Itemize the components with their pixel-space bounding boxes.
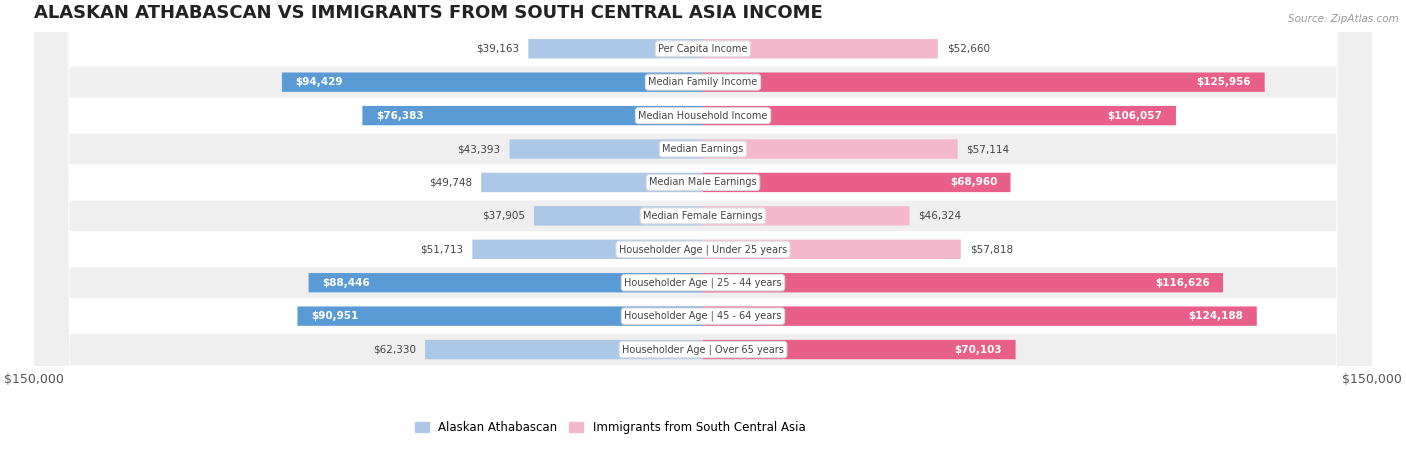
Text: $106,057: $106,057 [1108, 111, 1163, 120]
FancyBboxPatch shape [703, 106, 1175, 125]
FancyBboxPatch shape [298, 306, 703, 326]
FancyBboxPatch shape [703, 206, 910, 226]
FancyBboxPatch shape [34, 0, 1372, 467]
FancyBboxPatch shape [34, 0, 1372, 467]
FancyBboxPatch shape [425, 340, 703, 359]
Text: Householder Age | Over 65 years: Householder Age | Over 65 years [621, 344, 785, 355]
Text: $57,818: $57,818 [970, 244, 1012, 255]
Legend: Alaskan Athabascan, Immigrants from South Central Asia: Alaskan Athabascan, Immigrants from Sout… [415, 421, 806, 434]
Text: $70,103: $70,103 [955, 345, 1002, 354]
Text: Per Capita Income: Per Capita Income [658, 44, 748, 54]
Text: $46,324: $46,324 [918, 211, 962, 221]
FancyBboxPatch shape [34, 0, 1372, 467]
Text: Householder Age | 25 - 44 years: Householder Age | 25 - 44 years [624, 277, 782, 288]
FancyBboxPatch shape [703, 273, 1223, 292]
Text: $62,330: $62,330 [373, 345, 416, 354]
FancyBboxPatch shape [703, 340, 1015, 359]
Text: $51,713: $51,713 [420, 244, 464, 255]
FancyBboxPatch shape [34, 0, 1372, 467]
Text: Householder Age | Under 25 years: Householder Age | Under 25 years [619, 244, 787, 255]
Text: $125,956: $125,956 [1197, 77, 1251, 87]
Text: $43,393: $43,393 [457, 144, 501, 154]
Text: $94,429: $94,429 [295, 77, 343, 87]
FancyBboxPatch shape [509, 139, 703, 159]
FancyBboxPatch shape [703, 173, 1011, 192]
Text: $88,446: $88,446 [322, 278, 370, 288]
FancyBboxPatch shape [34, 0, 1372, 467]
Text: Median Female Earnings: Median Female Earnings [643, 211, 763, 221]
FancyBboxPatch shape [481, 173, 703, 192]
FancyBboxPatch shape [534, 206, 703, 226]
FancyBboxPatch shape [283, 72, 703, 92]
FancyBboxPatch shape [703, 72, 1264, 92]
Text: $68,960: $68,960 [950, 177, 997, 187]
Text: Median Earnings: Median Earnings [662, 144, 744, 154]
Text: Source: ZipAtlas.com: Source: ZipAtlas.com [1288, 14, 1399, 24]
Text: $124,188: $124,188 [1188, 311, 1243, 321]
Text: $76,383: $76,383 [375, 111, 423, 120]
FancyBboxPatch shape [703, 306, 1257, 326]
FancyBboxPatch shape [472, 240, 703, 259]
Text: Median Male Earnings: Median Male Earnings [650, 177, 756, 187]
FancyBboxPatch shape [34, 0, 1372, 467]
FancyBboxPatch shape [34, 0, 1372, 467]
Text: $37,905: $37,905 [482, 211, 524, 221]
Text: ALASKAN ATHABASCAN VS IMMIGRANTS FROM SOUTH CENTRAL ASIA INCOME: ALASKAN ATHABASCAN VS IMMIGRANTS FROM SO… [34, 4, 823, 22]
FancyBboxPatch shape [34, 0, 1372, 467]
FancyBboxPatch shape [529, 39, 703, 58]
Text: Householder Age | 45 - 64 years: Householder Age | 45 - 64 years [624, 311, 782, 321]
FancyBboxPatch shape [363, 106, 703, 125]
FancyBboxPatch shape [703, 240, 960, 259]
Text: Median Family Income: Median Family Income [648, 77, 758, 87]
Text: $49,748: $49,748 [429, 177, 472, 187]
FancyBboxPatch shape [34, 0, 1372, 467]
FancyBboxPatch shape [703, 39, 938, 58]
FancyBboxPatch shape [703, 139, 957, 159]
Text: $52,660: $52,660 [946, 44, 990, 54]
FancyBboxPatch shape [34, 0, 1372, 467]
Text: $57,114: $57,114 [966, 144, 1010, 154]
Text: Median Household Income: Median Household Income [638, 111, 768, 120]
Text: $39,163: $39,163 [477, 44, 519, 54]
Text: $116,626: $116,626 [1154, 278, 1209, 288]
FancyBboxPatch shape [308, 273, 703, 292]
Text: $90,951: $90,951 [311, 311, 359, 321]
